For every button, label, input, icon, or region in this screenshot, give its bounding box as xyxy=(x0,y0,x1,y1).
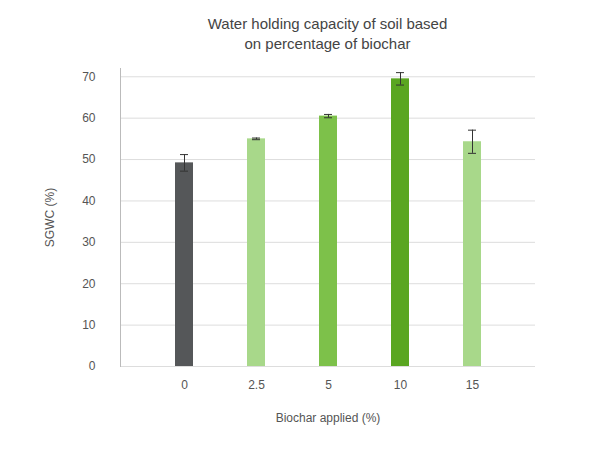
svg-text:2.5: 2.5 xyxy=(248,378,265,392)
svg-text:0: 0 xyxy=(89,359,96,373)
svg-text:5: 5 xyxy=(325,378,332,392)
svg-text:SGWC (%): SGWC (%) xyxy=(43,188,57,247)
svg-text:20: 20 xyxy=(82,277,96,291)
svg-text:15: 15 xyxy=(466,378,480,392)
svg-text:40: 40 xyxy=(82,194,96,208)
svg-text:50: 50 xyxy=(82,152,96,166)
svg-text:0: 0 xyxy=(181,378,188,392)
html-text:Water holding capacity of soil: Water holding capacity of soil based xyxy=(207,15,448,32)
svg-text:Biochar applied (%): Biochar applied (%) xyxy=(276,411,381,425)
svg-text:10: 10 xyxy=(82,318,96,332)
svg-text:30: 30 xyxy=(82,235,96,249)
html-text:on percentage of biochar: on percentage of biochar xyxy=(244,35,411,52)
svg-text:10: 10 xyxy=(394,378,408,392)
svg-text:60: 60 xyxy=(82,111,96,125)
svg-text:70: 70 xyxy=(82,70,96,84)
